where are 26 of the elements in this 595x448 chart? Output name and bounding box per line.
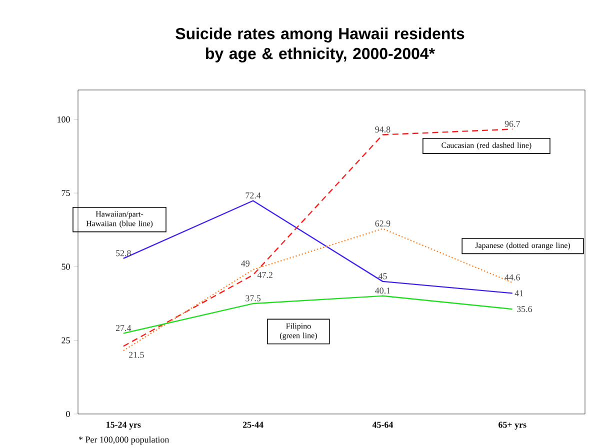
data-label: 44.6 — [504, 274, 520, 280]
data-label: 62.9 — [375, 220, 390, 227]
y-tick-label: 100 — [58, 116, 70, 122]
data-label: 45 — [378, 273, 387, 280]
data-label: 37.5 — [246, 295, 261, 302]
data-label: 94.8 — [375, 126, 390, 133]
chart-title: Suicide rates among Hawaii residents by age & ethnicity, 2000-2004* — [176, 28, 464, 62]
data-label: 35.6 — [516, 306, 532, 312]
data-label: 47.2 — [257, 272, 272, 278]
y-tick-label: 50 — [62, 264, 70, 270]
data-label: 96.7 — [504, 120, 520, 127]
y-tick-label: 25 — [62, 337, 70, 344]
text: * Per 100,000 population — [78, 436, 170, 444]
data-label: 41 — [514, 290, 524, 296]
x-tick-label: 45-64 — [372, 422, 394, 428]
data-label: 49 — [241, 260, 250, 266]
x-tick-label: 15-24 yrs — [106, 422, 141, 430]
data-label: 72.4 — [246, 192, 261, 199]
data-label: 27.4 — [116, 325, 132, 332]
x-tick-label: 65+ yrs — [498, 422, 526, 430]
data-label: 52.8 — [116, 250, 131, 256]
data-label: 21.5 — [128, 352, 144, 358]
x-tick-label: 25-44 — [242, 422, 264, 428]
data-label: 40.1 — [375, 288, 390, 294]
y-tick-label: 0 — [66, 410, 70, 418]
y-tick-label: 75 — [62, 190, 70, 196]
